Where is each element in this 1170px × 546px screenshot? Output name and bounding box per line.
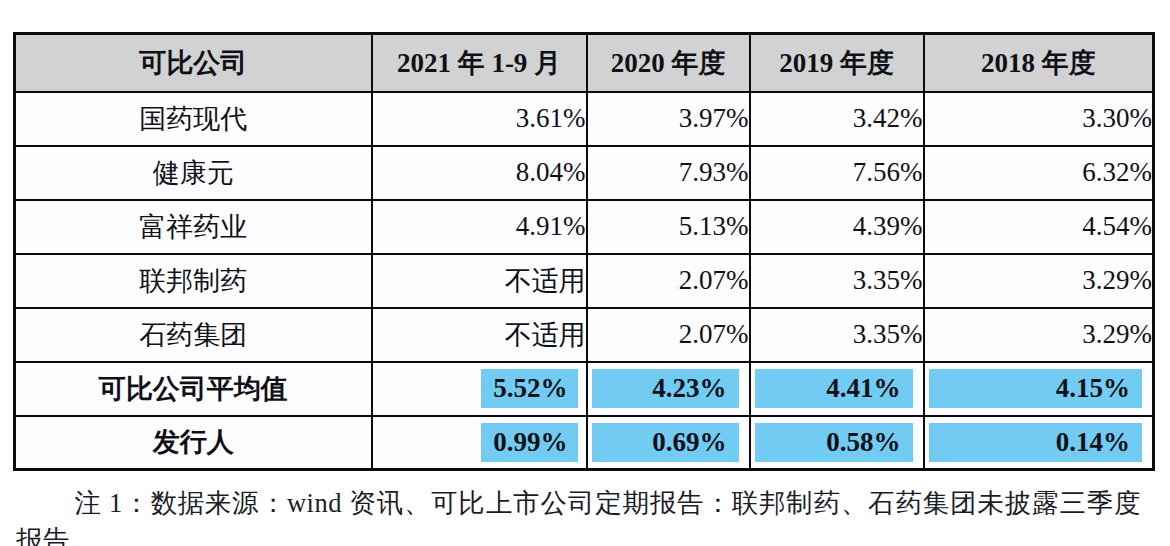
table-row: 国药现代 3.61% 3.97% 3.42% 3.30%	[15, 92, 1154, 146]
company-name-cell: 发行人	[15, 416, 372, 470]
table-row-average: 可比公司平均值 5.52% 4.23% 4.41% 4.15%	[15, 362, 1154, 416]
highlight-band: 4.15%	[929, 369, 1143, 408]
table-row-issuer: 发行人 0.99% 0.69% 0.58% 0.14%	[15, 416, 1154, 470]
table-row: 富祥药业 4.91% 5.13% 4.39% 4.54%	[15, 200, 1154, 254]
value-cell: 2.07%	[587, 254, 750, 308]
col-header-company: 可比公司	[15, 34, 372, 92]
company-name-cell: 国药现代	[15, 92, 372, 146]
highlight-band: 4.41%	[755, 369, 913, 408]
value-cell: 6.32%	[924, 146, 1154, 200]
highlight-band: 4.23%	[592, 369, 739, 408]
value-cell: 4.39%	[750, 200, 924, 254]
value-cell: 8.04%	[372, 146, 587, 200]
value-cell: 3.35%	[750, 308, 924, 362]
col-header-2018: 2018 年度	[924, 34, 1154, 92]
highlight-band: 0.58%	[755, 423, 913, 462]
table-row: 石药集团 不适用 2.07% 3.35% 3.29%	[15, 308, 1154, 362]
highlight-band: 0.99%	[481, 423, 577, 462]
table-row: 联邦制药 不适用 2.07% 3.35% 3.29%	[15, 254, 1154, 308]
value-cell: 3.97%	[587, 92, 750, 146]
value-cell-highlighted: 5.52%	[372, 362, 587, 416]
footnote: 注 1：数据来源：wind 资讯、可比上市公司定期报告：联邦制药、石药集团未披露…	[16, 485, 1141, 546]
value-cell: 3.61%	[372, 92, 587, 146]
value-cell: 3.29%	[924, 308, 1154, 362]
value-cell: 7.56%	[750, 146, 924, 200]
value-cell-highlighted: 4.23%	[587, 362, 750, 416]
value-cell: 3.29%	[924, 254, 1154, 308]
value-cell: 3.42%	[750, 92, 924, 146]
col-header-2021: 2021 年 1-9 月	[372, 34, 587, 92]
value-cell: 4.91%	[372, 200, 587, 254]
value-cell: 3.35%	[750, 254, 924, 308]
company-name-cell: 健康元	[15, 146, 372, 200]
col-header-2020: 2020 年度	[587, 34, 750, 92]
value-cell-highlighted: 4.41%	[750, 362, 924, 416]
col-header-2019: 2019 年度	[750, 34, 924, 92]
page: 可比公司 2021 年 1-9 月 2020 年度 2019 年度 2018 年…	[0, 32, 1170, 546]
company-name-cell: 石药集团	[15, 308, 372, 362]
comparable-companies-table: 可比公司 2021 年 1-9 月 2020 年度 2019 年度 2018 年…	[13, 32, 1155, 471]
value-cell-highlighted: 0.58%	[750, 416, 924, 470]
highlight-band: 0.14%	[929, 423, 1143, 462]
table-header: 可比公司 2021 年 1-9 月 2020 年度 2019 年度 2018 年…	[15, 34, 1154, 92]
value-cell-highlighted: 4.15%	[924, 362, 1154, 416]
value-cell-highlighted: 0.14%	[924, 416, 1154, 470]
value-cell: 不适用	[372, 254, 587, 308]
company-name-cell: 富祥药业	[15, 200, 372, 254]
value-cell-highlighted: 0.99%	[372, 416, 587, 470]
footnote-text: 注 1：数据来源：wind 资讯、可比上市公司定期报告：联邦制药、石药集团未披露…	[16, 488, 1141, 546]
highlight-band: 5.52%	[481, 369, 577, 408]
value-cell: 不适用	[372, 308, 587, 362]
highlight-band: 0.69%	[592, 423, 739, 462]
value-cell: 3.30%	[924, 92, 1154, 146]
value-cell: 5.13%	[587, 200, 750, 254]
value-cell: 2.07%	[587, 308, 750, 362]
header-row: 可比公司 2021 年 1-9 月 2020 年度 2019 年度 2018 年…	[15, 34, 1154, 92]
value-cell: 7.93%	[587, 146, 750, 200]
company-name-cell: 联邦制药	[15, 254, 372, 308]
value-cell-highlighted: 0.69%	[587, 416, 750, 470]
table-body: 国药现代 3.61% 3.97% 3.42% 3.30% 健康元 8.04% 7…	[15, 92, 1154, 470]
table-row: 健康元 8.04% 7.93% 7.56% 6.32%	[15, 146, 1154, 200]
company-name-cell: 可比公司平均值	[15, 362, 372, 416]
value-cell: 4.54%	[924, 200, 1154, 254]
